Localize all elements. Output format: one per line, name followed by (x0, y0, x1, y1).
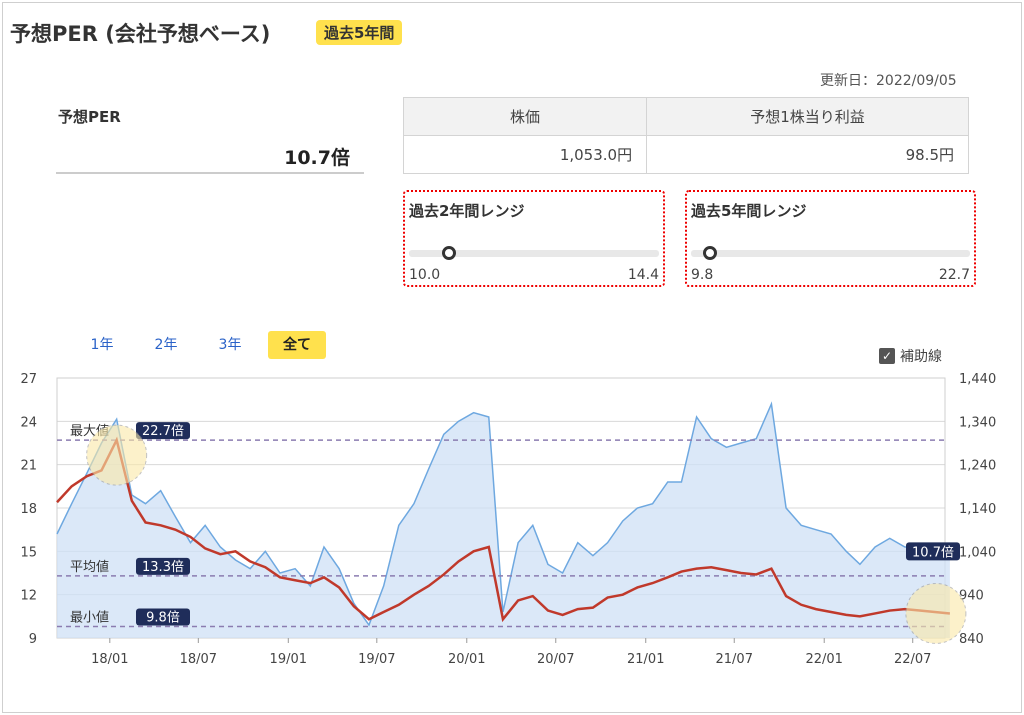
y-left-tick-label: 27 (20, 372, 37, 387)
y-right-tick-label: 1,440 (959, 372, 996, 387)
range-2y-track (409, 250, 659, 257)
ref-line-label: 平均値 (70, 559, 109, 575)
y-left-tick-label: 15 (20, 545, 37, 560)
y-right-tick-label: 1,240 (959, 459, 996, 474)
aux-lines-label: 補助線 (900, 349, 942, 365)
x-tick-label: 19/01 (270, 652, 307, 667)
period-badge: 過去5年間 (316, 20, 403, 45)
price-line (56, 401, 951, 627)
x-tick-label: 18/01 (91, 652, 128, 667)
price-eps-table: 株価 予想1株当り利益 1,053.0円 98.5円 (402, 97, 969, 174)
range-2y-max: 14.4 (627, 267, 659, 283)
current-highlight (905, 582, 967, 644)
y-right-tick-label: 840 (959, 632, 984, 647)
per-label: 予想PER (58, 108, 121, 126)
range-2y-title: 過去2年間レンジ (409, 202, 525, 220)
price-area (57, 404, 950, 638)
range-5y-max: 22.7 (938, 267, 970, 283)
ref-value-label: 22.7倍 (142, 424, 184, 439)
table-header-price: 株価 (402, 97, 648, 136)
period-tabs: 1年 2年 3年 全て (70, 331, 326, 359)
tab-1y[interactable]: 1年 (90, 337, 114, 353)
range-5y-min: 9.8 (691, 267, 714, 283)
table-header-eps: 予想1株当り利益 (646, 97, 969, 136)
ref-value-badge (136, 422, 190, 440)
range-2y: 過去2年間レンジ 10.0 14.4 (403, 190, 665, 287)
range-5y-track (691, 250, 970, 257)
y-right-tick-label: 1,340 (959, 415, 996, 430)
y-left-tick-label: 18 (20, 502, 37, 517)
ref-value-badge (136, 608, 190, 626)
y-right-tick-label: 1,140 (959, 502, 996, 517)
table-cell-price: 1,053.0円 (402, 135, 648, 174)
table-header-row: 株価 予想1株当り利益 (402, 97, 969, 136)
updated-date: 更新日：2022/09/05 (820, 73, 957, 89)
x-tick-label: 18/07 (180, 652, 217, 667)
y-left-tick-label: 21 (20, 459, 37, 474)
tab-all[interactable]: 全て (268, 331, 326, 359)
x-tick-label: 22/07 (894, 652, 931, 667)
range-2y-min: 10.0 (409, 267, 441, 283)
y-right-tick-label: 940 (959, 589, 984, 604)
per-divider (56, 172, 364, 174)
page-title: 予想PER (会社予想ベース) (10, 22, 271, 46)
table-cell-eps: 98.5円 (646, 135, 969, 174)
tab-2y[interactable]: 2年 (154, 337, 178, 353)
x-tick-label: 21/01 (627, 652, 664, 667)
max-highlight (86, 424, 148, 486)
aux-lines-toggle[interactable]: ✓ 補助線 (879, 346, 942, 366)
range-5y: 過去5年間レンジ 9.8 22.7 (685, 190, 976, 287)
range-5y-marker (703, 246, 718, 260)
current-value-label: 10.7倍 (912, 545, 954, 560)
table-row: 1,053.0円 98.5円 (402, 135, 969, 174)
ref-value-label: 9.8倍 (146, 610, 180, 625)
y-left-tick-label: 9 (29, 632, 37, 647)
x-tick-label: 22/01 (805, 652, 842, 667)
ref-value-badge (136, 557, 190, 575)
y-right-tick-label: 1,040 (959, 545, 996, 560)
range-2y-marker (441, 246, 456, 260)
ref-value-label: 13.3倍 (142, 560, 184, 575)
x-tick-label: 21/07 (716, 652, 753, 667)
current-value-badge (906, 542, 960, 561)
tab-3y[interactable]: 3年 (218, 337, 242, 353)
x-tick-label: 19/07 (358, 652, 395, 667)
x-tick-label: 20/07 (537, 652, 574, 667)
y-left-tick-label: 12 (20, 589, 37, 604)
checkbox-checked-icon[interactable]: ✓ (879, 348, 895, 364)
y-left-tick-label: 24 (20, 415, 37, 430)
x-tick-label: 20/01 (448, 652, 485, 667)
range-5y-title: 過去5年間レンジ (691, 202, 807, 220)
per-chart: 27 1,440 24 1,340 21 1,240 18 1,140 15 1,040 12 940… (20, 372, 996, 667)
per-value: 10.7倍 (284, 147, 350, 169)
per-line (56, 436, 951, 623)
ref-line-label: 最小値 (70, 609, 109, 625)
